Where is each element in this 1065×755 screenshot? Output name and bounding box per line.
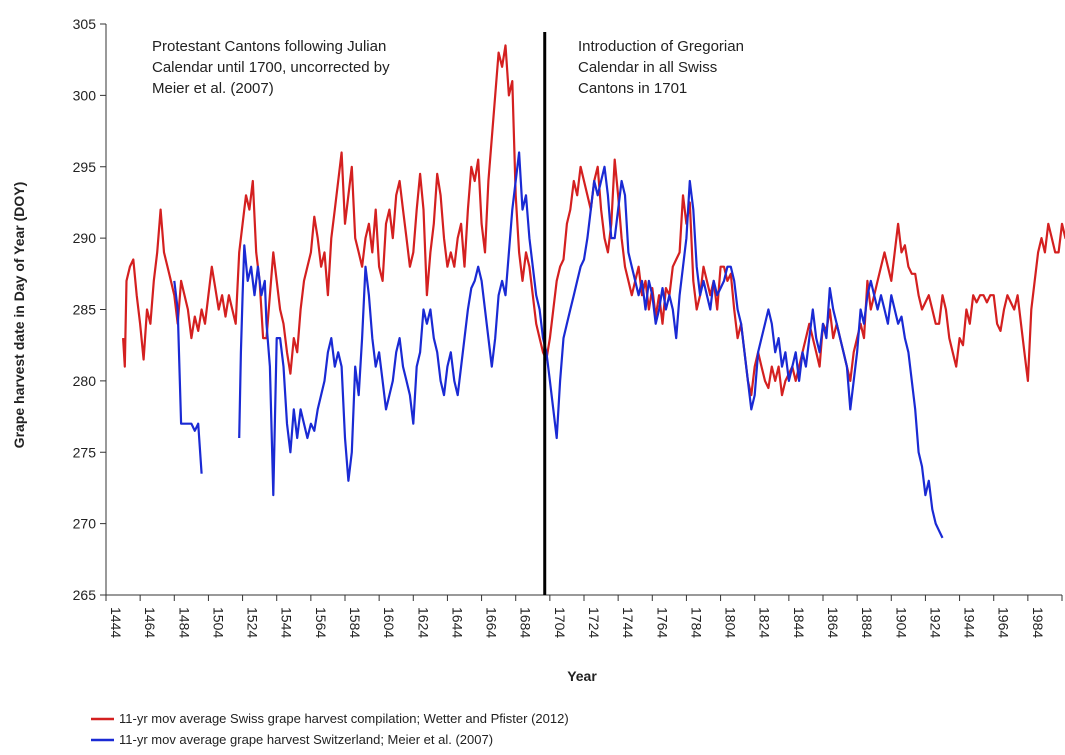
y-tick-label: 290 bbox=[73, 230, 97, 246]
annotations: Protestant Cantons following Julian Calen… bbox=[152, 38, 744, 97]
x-tick-label: 1524 bbox=[245, 607, 261, 638]
x-tick-label: 1884 bbox=[859, 607, 875, 638]
x-tick-label: 1744 bbox=[620, 607, 636, 638]
x-tick-label: 1684 bbox=[518, 607, 534, 638]
x-tick-label: 1824 bbox=[757, 607, 773, 638]
x-tick-label: 1644 bbox=[449, 607, 465, 638]
series-layer bbox=[122, 44, 1065, 539]
y-tick-label: 305 bbox=[73, 16, 97, 32]
x-tick-label: 1564 bbox=[313, 607, 329, 638]
y-tick-label: 275 bbox=[73, 444, 97, 460]
x-tick-label: 1604 bbox=[381, 607, 397, 638]
x-tick-label: 1764 bbox=[654, 607, 670, 638]
x-tick-label: 1724 bbox=[586, 607, 602, 638]
series-line-2 bbox=[173, 151, 944, 539]
legend-entry-2: 11-yr mov average grape harvest Switzerl… bbox=[119, 732, 493, 747]
x-tick-label: 1464 bbox=[142, 607, 158, 638]
legend: 11-yr mov average Swiss grape harvest co… bbox=[91, 711, 569, 747]
y-tick-label: 265 bbox=[73, 587, 97, 603]
x-tick-label: 1584 bbox=[347, 607, 363, 638]
x-tick-label: 1624 bbox=[415, 607, 431, 638]
x-tick-label: 1784 bbox=[688, 607, 704, 638]
y-tick-label: 280 bbox=[73, 373, 97, 389]
annotation-2-line: Introduction of Gregorian bbox=[578, 38, 744, 55]
x-axis: 1444 1464 1484 1504 1524 1544 1564 1584 1604 1624… bbox=[105, 594, 1065, 638]
x-tick-label: 1924 bbox=[927, 607, 943, 638]
x-tick-label: 1964 bbox=[996, 607, 1012, 638]
x-tick-label: 1944 bbox=[962, 607, 978, 638]
x-tick-label: 1504 bbox=[210, 607, 226, 638]
x-tick-label: 1444 bbox=[108, 607, 124, 638]
x-tick-label: 1864 bbox=[825, 607, 841, 638]
x-tick-label: 1664 bbox=[484, 607, 500, 638]
y-tick-label: 300 bbox=[73, 87, 97, 103]
annotation-2-line: Calendar in all Swiss bbox=[578, 59, 717, 76]
x-tick-label: 1984 bbox=[1030, 607, 1046, 638]
legend-entry-1: 11-yr mov average Swiss grape harvest co… bbox=[119, 711, 569, 726]
x-tick-label: 1484 bbox=[176, 607, 192, 638]
x-tick-label: 1704 bbox=[552, 607, 568, 638]
annotation-1-line: Meier et al. (2007) bbox=[152, 80, 274, 97]
y-tick-label: 270 bbox=[73, 516, 97, 532]
annotation-1-line: Protestant Cantons following Julian bbox=[152, 38, 386, 55]
y-axis-title: Grape harvest date in Day of Year (DOY) bbox=[11, 182, 27, 449]
y-tick-label: 285 bbox=[73, 302, 97, 318]
x-tick-label: 1844 bbox=[791, 607, 807, 638]
x-tick-label: 1544 bbox=[279, 607, 295, 638]
y-axis: 265 270 275 280 285 290 295 300 305 bbox=[73, 16, 107, 603]
annotation-1-line: Calendar until 1700, uncorrected by bbox=[152, 59, 390, 76]
x-tick-label: 1904 bbox=[893, 607, 909, 638]
x-axis-title: Year bbox=[567, 668, 597, 684]
annotation-2-line: Cantons in 1701 bbox=[578, 80, 687, 97]
y-tick-label: 295 bbox=[73, 159, 97, 175]
series-line-1 bbox=[122, 44, 1065, 397]
x-tick-label: 1804 bbox=[723, 607, 739, 638]
